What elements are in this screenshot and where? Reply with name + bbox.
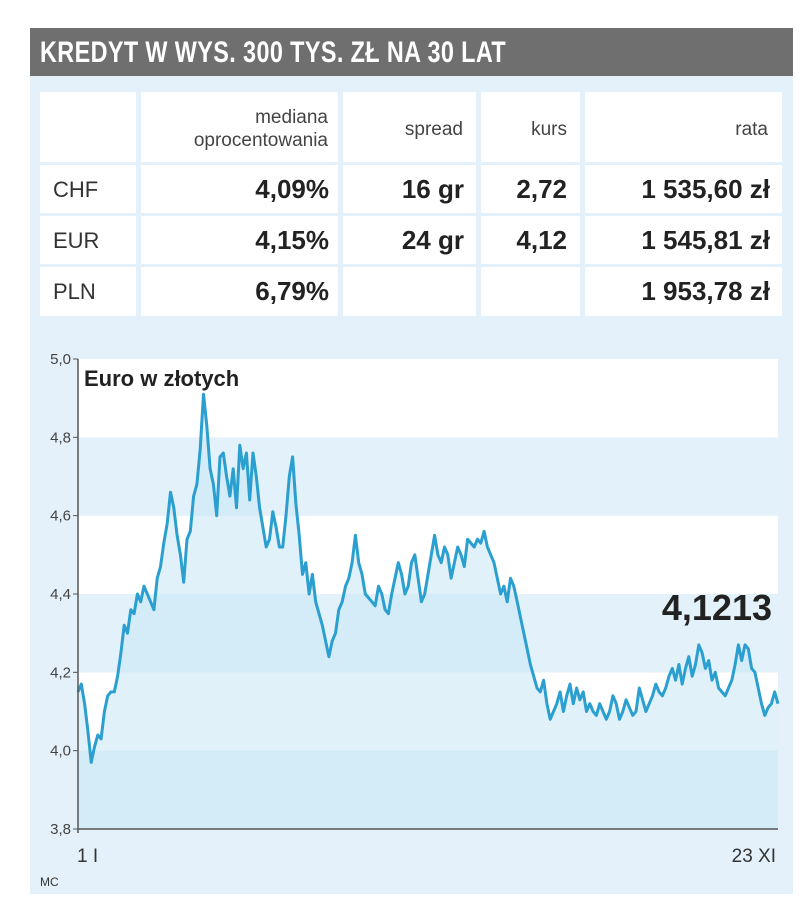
row-kurs: 4,12 [516, 225, 567, 255]
row-rate: 4,15% [255, 225, 329, 255]
row-divider [40, 213, 782, 216]
table-column-spread [343, 92, 476, 316]
header-rate-line-1: mediana [255, 107, 328, 128]
y-tick-label: 4,2 [50, 664, 71, 681]
x-end-label: 23 XI [732, 846, 776, 867]
grid-band [78, 359, 778, 438]
area-fill [78, 394, 778, 829]
table-column-rate [141, 92, 338, 316]
row-spread: 24 gr [401, 225, 464, 255]
y-tick-label: 4,8 [50, 429, 71, 446]
header-rate-line-2: oprocentowania [193, 130, 328, 151]
y-tick-label: 4,4 [50, 586, 71, 603]
page-title: KREDYT W WYS. 300 TYS. ZŁ NA 30 LAT [40, 36, 507, 69]
row-currency: CHF [53, 177, 99, 202]
loan-comparison-table: mediana oprocentowania spread kurs rata … [40, 92, 782, 316]
row-rata: 1 535,60 zł [641, 174, 770, 204]
series-line [76, 392, 780, 764]
row-rata: 1 953,78 zł [641, 276, 770, 306]
y-tick-label: 4,6 [50, 508, 71, 525]
row-kurs: 2,72 [516, 174, 567, 204]
row-rate: 4,09% [255, 174, 329, 204]
x-start-label: 1 I [77, 846, 98, 867]
row-currency: EUR [53, 228, 100, 253]
row-divider [40, 162, 782, 165]
source-label: MC [40, 875, 59, 889]
chart-title: Euro w złotych [84, 366, 239, 391]
y-tick-label: 3,8 [50, 821, 71, 838]
header-rata: rata [735, 119, 768, 140]
table-column-rata [585, 92, 782, 316]
row-spread: 16 gr [401, 174, 464, 204]
last-value-label: 4,1213 [662, 587, 772, 628]
table-column-kurs [481, 92, 580, 316]
header-kurs: kurs [531, 119, 567, 140]
row-rate: 6,79% [255, 276, 329, 306]
y-tick-label: 4,0 [50, 743, 71, 760]
grid-band [78, 437, 778, 516]
row-rata: 1 545,81 zł [641, 225, 770, 255]
header-spread: spread [404, 119, 463, 140]
title-bar: KREDYT W WYS. 300 TYS. ZŁ NA 30 LAT [30, 28, 793, 76]
row-divider [40, 264, 782, 267]
header-rate: mediana oprocentowania [141, 106, 328, 152]
row-currency: PLN [53, 279, 96, 304]
y-tick-label: 5,0 [50, 351, 71, 368]
table-column-currency [40, 92, 136, 316]
